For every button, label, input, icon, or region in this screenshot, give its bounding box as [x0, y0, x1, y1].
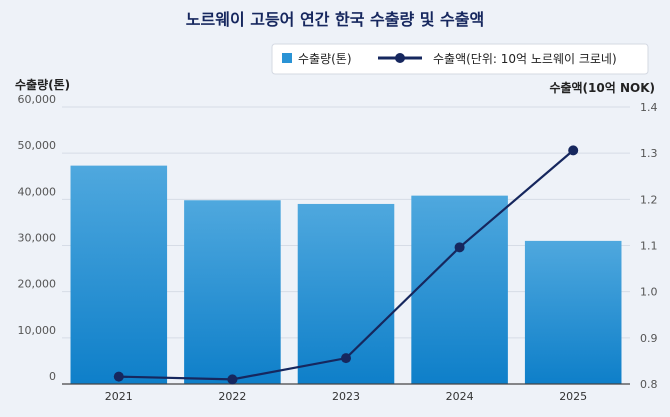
y-tick-left-label: 50,000 — [18, 139, 57, 152]
line-point-2025 — [568, 145, 579, 156]
bars — [70, 165, 622, 384]
x-tick-label: 2023 — [332, 390, 360, 403]
y-tick-right-label: 0.8 — [640, 378, 658, 391]
y-tick-left-label: 40,000 — [18, 185, 57, 198]
legend-line-marker — [395, 53, 405, 63]
y-tick-left-label: 30,000 — [18, 232, 57, 245]
y-tick-right-label: 1.0 — [640, 286, 658, 299]
chart-title: 노르웨이 고등어 연간 한국 수출량 및 수출액 — [186, 10, 484, 29]
bar-2024 — [411, 195, 508, 384]
y-tick-left-label: 60,000 — [18, 93, 57, 106]
legend: 수출량(톤) 수출액(단위: 10억 노르웨이 크로네) — [271, 43, 649, 75]
y-tick-right-label: 1.2 — [640, 193, 658, 206]
x-tick-label: 2024 — [446, 390, 474, 403]
y-tick-left-label: 20,000 — [18, 278, 57, 291]
x-tick-label: 2025 — [559, 390, 587, 403]
y-ticks-left: 0 10,000 20,000 30,000 40,000 50,000 60,000 — [18, 93, 57, 383]
line-point-2022 — [227, 374, 238, 385]
x-ticks: 2021 2022 2023 2024 2025 — [105, 390, 587, 403]
y-tick-right-label: 1.1 — [640, 240, 658, 253]
line-point-2023 — [341, 353, 351, 364]
y-ticks-right: 0.8 0.9 1.0 1.1 1.2 1.3 1.4 — [640, 101, 658, 391]
bar-2021 — [70, 165, 168, 384]
y-tick-right-label: 0.9 — [640, 332, 658, 345]
x-tick-label: 2022 — [218, 390, 246, 403]
legend-line-label: 수출액(단위: 10억 노르웨이 크로네) — [433, 52, 617, 66]
y-tick-left-label: 10,000 — [18, 324, 57, 337]
legend-box — [271, 43, 649, 75]
y-axis-right-label: 수출액(10억 NOK) — [549, 80, 655, 95]
line-point-2021 — [113, 371, 124, 382]
x-tick-label: 2021 — [105, 390, 133, 403]
y-tick-left-label: 0 — [49, 370, 56, 383]
legend-bar-swatch — [282, 53, 292, 63]
line-series — [113, 145, 579, 385]
legend-bar-label: 수출량(톤) — [298, 52, 352, 66]
bar-2022 — [184, 200, 281, 384]
y-axis-left-label: 수출량(톤) — [15, 77, 70, 92]
bar-2025 — [524, 240, 622, 384]
y-tick-right-label: 1.3 — [640, 147, 658, 160]
y-tick-right-label: 1.4 — [640, 101, 658, 114]
line-point-2024 — [454, 242, 465, 253]
